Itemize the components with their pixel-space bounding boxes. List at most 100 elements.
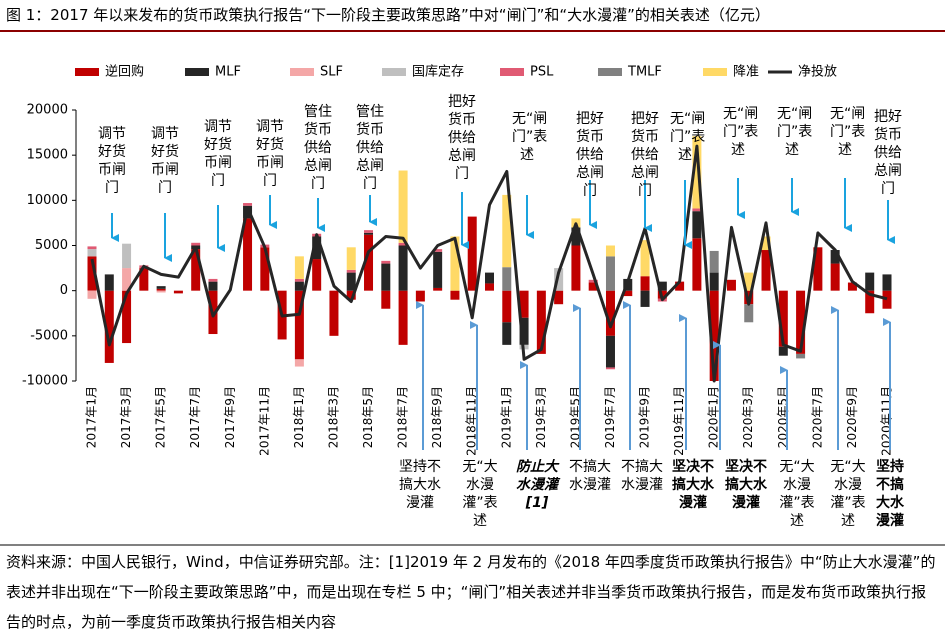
- x-tick-label: 2017年1月: [85, 386, 99, 448]
- y-tick-label: 0: [60, 283, 68, 298]
- legend-label: 净投放: [798, 64, 837, 80]
- annotation-top: 调节好货币闸门: [151, 126, 179, 196]
- bar-segment: [364, 234, 374, 291]
- bar-segment: [536, 290, 546, 354]
- x-tick-label: 2020年9月: [845, 386, 859, 448]
- bar-segment: [364, 232, 374, 235]
- bar-segment: [657, 281, 667, 291]
- annotation-top: 无“闸门”表述: [512, 111, 548, 163]
- x-tick-label: 2019年11月: [672, 386, 686, 456]
- bar-segment: [554, 268, 564, 291]
- legend-label: 降准: [733, 65, 759, 80]
- bar-segment: [640, 276, 650, 291]
- bar-segment: [122, 243, 132, 269]
- annotation-top: 无“闸门”表述: [670, 111, 706, 163]
- annotation-bottom: 坚持不搞大水漫灌: [876, 459, 904, 529]
- legend-swatch: [500, 68, 524, 76]
- legend-label: SLF: [320, 65, 343, 80]
- bar-segment: [865, 290, 875, 314]
- bar-segment: [398, 245, 408, 291]
- bar-segment: [191, 242, 201, 246]
- legend-label: PSL: [530, 65, 554, 80]
- bar-segment: [796, 353, 806, 359]
- x-tick-label: 2017年5月: [154, 386, 168, 448]
- bar-segment: [346, 290, 356, 300]
- annotation-top: 无“闸门”表述: [777, 106, 813, 158]
- bar-segment: [433, 251, 443, 288]
- annotation-top: 调节好货币闸门: [204, 119, 232, 189]
- bar-segment: [191, 249, 201, 291]
- legend-swatch: [290, 68, 314, 76]
- bar-segment: [122, 268, 132, 291]
- bar-segment: [156, 290, 166, 293]
- bar-segment: [519, 317, 529, 345]
- bar-segment: [364, 230, 374, 233]
- legend-swatch: [598, 68, 622, 76]
- bar-segment: [726, 279, 736, 291]
- bar-segment: [588, 282, 598, 291]
- bar-segment: [294, 256, 304, 279]
- bar-segment: [87, 246, 97, 250]
- bar-segment: [865, 272, 875, 291]
- annotation-top: 把好货币供给总闸门: [631, 111, 659, 199]
- annotation-bottom: 不搞大水漫灌: [621, 459, 663, 493]
- bar-segment: [640, 240, 650, 277]
- legend-label: 国库定存: [412, 64, 464, 80]
- legend-label: MLF: [215, 65, 241, 80]
- bar-segment: [571, 227, 581, 246]
- y-tick-label: 5000: [35, 238, 68, 253]
- bar-segment: [692, 238, 702, 291]
- bar-segment: [156, 288, 166, 291]
- annotation-bottom: 无“大水漫灌”表述: [779, 459, 815, 529]
- bar-segment: [605, 245, 615, 257]
- bar-segment: [744, 304, 754, 323]
- bar-segment: [243, 218, 253, 291]
- bar-segment: [243, 203, 253, 206]
- x-tick-label: 2020年1月: [707, 386, 721, 448]
- legend-label: TMLF: [627, 65, 662, 80]
- bar-segment: [519, 290, 529, 318]
- bar-segment: [605, 335, 615, 368]
- y-tick-label: 10000: [27, 193, 68, 208]
- x-tick-label: 2018年7月: [396, 386, 410, 448]
- bar-segment: [554, 290, 564, 305]
- annotation-top: 无“闸门”表述: [723, 106, 759, 158]
- annotation-top: 调节好货币闸门: [256, 119, 284, 189]
- chart-title: 图 1：2017 年以来发布的货币政策执行报告“下一阶段主要政策思路”中对“闸门…: [6, 6, 770, 24]
- bar-segment: [87, 256, 97, 291]
- bar-segment: [761, 236, 771, 251]
- bar-segment: [692, 211, 702, 239]
- bar-segment: [623, 290, 633, 297]
- x-tick-label: 2019年3月: [534, 386, 548, 448]
- x-tick-label: 2019年1月: [499, 386, 513, 448]
- y-tick-label: 20000: [27, 103, 68, 118]
- bar-segment: [830, 263, 840, 291]
- y-tick-label: 15000: [27, 148, 68, 163]
- bar-segment: [882, 290, 892, 309]
- legend-swatch: [382, 68, 406, 76]
- bar-segment: [87, 290, 97, 299]
- annotation-bottom: 不搞大水漫灌: [569, 459, 611, 493]
- bar-segment: [398, 290, 408, 345]
- bar-segment: [467, 216, 477, 291]
- legend-swatch: [703, 68, 727, 76]
- x-tick-label: 2017年7月: [188, 386, 202, 448]
- bar-segment: [433, 287, 443, 291]
- annotation-top: 把好货币供给总闸门: [874, 109, 902, 197]
- bar-segment: [744, 272, 754, 291]
- x-tick-label: 2019年7月: [603, 386, 617, 448]
- legend-label: 逆回购: [105, 64, 144, 80]
- annotation-top: 调节好货币闸门: [98, 126, 126, 196]
- bar-segment: [796, 290, 806, 354]
- bar-segment: [433, 249, 443, 252]
- bar-segment: [709, 290, 719, 381]
- bar-segment: [571, 245, 581, 291]
- annotation-top: 把好货币供给总闸门: [448, 94, 476, 182]
- bar-segment: [104, 290, 114, 363]
- annotation-top: 把好货币供给总闸门: [576, 111, 604, 199]
- bar-segment: [605, 367, 615, 370]
- bar-segment: [208, 281, 218, 291]
- annotation-top: 无“闸门”表述: [830, 106, 866, 158]
- annotation-bottom: 坚持不搞大水漫灌: [399, 459, 441, 511]
